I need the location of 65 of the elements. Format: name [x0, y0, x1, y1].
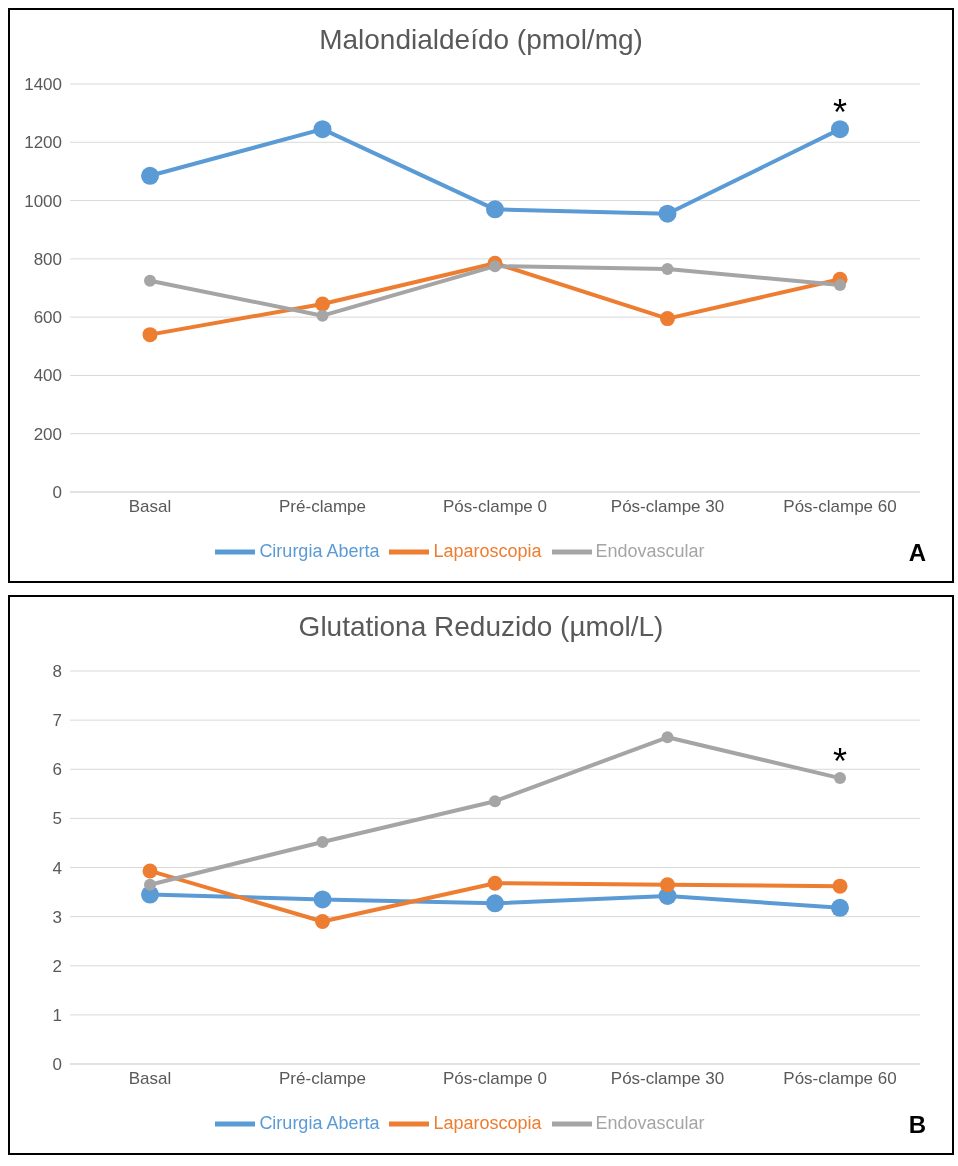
x-tick-label: Pós-clampe 0: [443, 497, 547, 517]
point: [660, 877, 675, 893]
y-tick-label: 1: [52, 1005, 62, 1025]
y-tick-label: 3: [52, 907, 62, 927]
legend-label: Endovascular: [595, 1112, 705, 1133]
text: B: [908, 1111, 926, 1139]
legend-label: Cirurgia Aberta: [259, 540, 380, 561]
point: [486, 200, 504, 219]
legend-label: Laparoscopia: [433, 1112, 542, 1133]
text: A: [908, 539, 926, 567]
point: [486, 894, 504, 913]
y-tick-label: 1000: [24, 191, 62, 211]
legend-label: Cirurgia Aberta: [259, 1112, 380, 1133]
point: [658, 204, 677, 223]
y-tick-label: 1200: [24, 133, 62, 153]
point: [489, 260, 501, 273]
point: [661, 263, 674, 276]
y-tick-label: 0: [52, 1055, 62, 1075]
x-tick-label: Basal: [128, 497, 172, 517]
legend-label: Laparoscopia: [433, 540, 542, 561]
point: [144, 274, 156, 287]
point: [831, 898, 849, 917]
point: [487, 875, 503, 891]
point: [832, 878, 848, 894]
point: [660, 311, 675, 327]
point: [315, 914, 330, 930]
y-tick-label: 4: [52, 858, 62, 878]
point: [315, 296, 330, 312]
legend-label: Endovascular: [595, 540, 705, 561]
x-tick-label: Pós-clampe 30: [610, 497, 725, 517]
chart-title: Glutationa Reduzido (µmol/L): [297, 610, 665, 644]
y-tick-label: 7: [52, 711, 62, 731]
point: [313, 120, 332, 139]
y-tick-label: 400: [33, 366, 62, 386]
point: [144, 878, 156, 891]
point: [489, 795, 501, 808]
y-tick-label: 600: [33, 308, 62, 328]
y-tick-label: 6: [52, 760, 62, 780]
point: [661, 731, 674, 744]
y-tick-label: 5: [52, 809, 62, 829]
x-tick-label: Pré-clampe: [279, 1069, 366, 1089]
point: [141, 166, 159, 185]
annotation: *: [832, 741, 848, 783]
point: [834, 772, 846, 785]
y-tick-label: 8: [52, 662, 62, 682]
x-tick-label: Pós-clampe 0: [443, 1069, 547, 1089]
y-tick-label: 0: [52, 483, 62, 503]
x-tick-label: Basal: [128, 1069, 172, 1089]
x-tick-label: Pós-clampe 60: [783, 1069, 897, 1089]
chart-title: Malondialdeído (pmol/mg): [318, 23, 644, 57]
point: [831, 120, 849, 139]
annotation: *: [832, 92, 848, 134]
point: [316, 835, 329, 848]
x-tick-label: Pós-clampe 60: [783, 497, 897, 517]
y-tick-label: 2: [52, 956, 62, 976]
y-tick-label: 1400: [24, 75, 62, 95]
x-tick-label: Pré-clampe: [279, 497, 366, 517]
y-tick-label: 200: [33, 424, 62, 444]
point: [313, 890, 332, 909]
point: [142, 863, 158, 879]
x-tick-label: Pós-clampe 30: [610, 1069, 725, 1089]
point: [142, 327, 158, 343]
point: [834, 279, 846, 292]
point: [316, 309, 329, 322]
y-tick-label: 800: [33, 249, 62, 269]
